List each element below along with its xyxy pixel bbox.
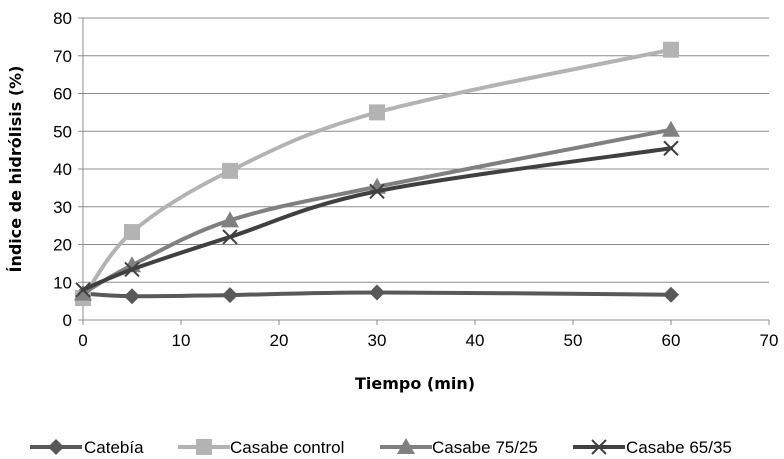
series-casabe-65-35 xyxy=(75,140,679,298)
point-casabe-control-60 xyxy=(663,41,679,58)
point-casabe-65-35-0 xyxy=(75,282,91,298)
point-casabe-65-35-15-stroke-b xyxy=(222,229,238,245)
y-tick-label-20: 20 xyxy=(53,236,72,255)
gridlines xyxy=(83,17,769,283)
x-tick-label-30: 30 xyxy=(368,331,387,350)
legend-marker-casabe-control xyxy=(196,439,212,455)
x-tick-label-0: 0 xyxy=(78,331,87,350)
legend-marker-casabe-75-25 xyxy=(397,438,415,454)
y-axis-title: Índice de hidrólisis (%) xyxy=(6,66,25,273)
series-cateb-a xyxy=(75,284,679,305)
y-tick-label-80: 80 xyxy=(53,9,72,28)
series-casabe-75-25 xyxy=(74,120,680,301)
legend-label-casabe-control: Casabe control xyxy=(230,438,344,457)
point-casabe-control-5 xyxy=(124,224,140,241)
y-tick-label-30: 30 xyxy=(53,198,72,217)
x-tick-label-60: 60 xyxy=(662,331,681,350)
point-cateb-a-5 xyxy=(124,288,140,305)
point-casabe-65-35-5-stroke-b xyxy=(124,261,140,278)
point-cateb-a-30 xyxy=(369,284,385,301)
x-tick-label-40: 40 xyxy=(466,331,485,350)
point-casabe-75-25-60 xyxy=(662,120,680,137)
legend-marker-cateb-a xyxy=(48,439,64,455)
series-line-casabe-control xyxy=(81,47,673,301)
legend-label-cateb-a: Catebía xyxy=(84,438,144,457)
point-casabe-65-35-60-stroke-b xyxy=(663,140,679,156)
y-tick-label-0: 0 xyxy=(63,311,72,330)
point-casabe-control-30 xyxy=(369,104,385,121)
y-tick-label-60: 60 xyxy=(53,85,72,104)
x-tick-label-70: 70 xyxy=(760,331,779,350)
point-casabe-65-35-5 xyxy=(124,261,140,278)
legend-item-casabe-65-35: Casabe 65/35 xyxy=(573,438,732,457)
legend-item-casabe-control: Casabe control xyxy=(178,438,344,457)
x-tick-label-20: 20 xyxy=(270,331,289,350)
x-tick-label-50: 50 xyxy=(564,331,583,350)
point-casabe-control-15 xyxy=(222,162,238,179)
point-casabe-65-35-60 xyxy=(663,140,679,156)
tick-labels: 0 10 20 30 40 50 60 70 80 0 10 20 30 40 50 60 70 xyxy=(53,9,778,350)
legend-item-cateb-a: Catebía xyxy=(30,438,144,457)
legend: Catebía Casabe control Casabe 75/25 Casabe … xyxy=(30,438,732,457)
series-casabe-control xyxy=(75,41,679,307)
point-casabe-65-35-30-stroke-b xyxy=(369,183,385,199)
x-axis-title: Tiempo (min) xyxy=(355,374,475,393)
legend-label-casabe-75-25: Casabe 75/25 xyxy=(432,438,538,457)
point-casabe-75-25-15 xyxy=(221,211,239,228)
y-tick-label-70: 70 xyxy=(53,47,72,66)
series-layer xyxy=(74,41,680,307)
legend-marker-casabe-65-35-stroke-b xyxy=(591,439,607,455)
y-tick-label-50: 50 xyxy=(53,122,72,141)
point-cateb-a-15 xyxy=(222,287,238,304)
legend-item-casabe-75-25: Casabe 75/25 xyxy=(380,438,538,457)
legend-marker-casabe-65-35 xyxy=(591,439,607,455)
x-tick-label-10: 10 xyxy=(172,331,191,350)
series-line-casabe-75-25 xyxy=(81,127,673,296)
point-casabe-65-35-30 xyxy=(369,183,385,199)
point-casabe-75-25-0 xyxy=(74,284,92,301)
axes xyxy=(78,17,770,325)
point-cateb-a-60 xyxy=(663,286,679,303)
y-tick-label-40: 40 xyxy=(53,160,72,179)
y-tick-label-10: 10 xyxy=(53,273,72,292)
point-casabe-65-35-15 xyxy=(222,229,238,245)
point-casabe-65-35-0-stroke-b xyxy=(75,282,91,298)
legend-label-casabe-65-35: Casabe 65/35 xyxy=(626,438,732,457)
